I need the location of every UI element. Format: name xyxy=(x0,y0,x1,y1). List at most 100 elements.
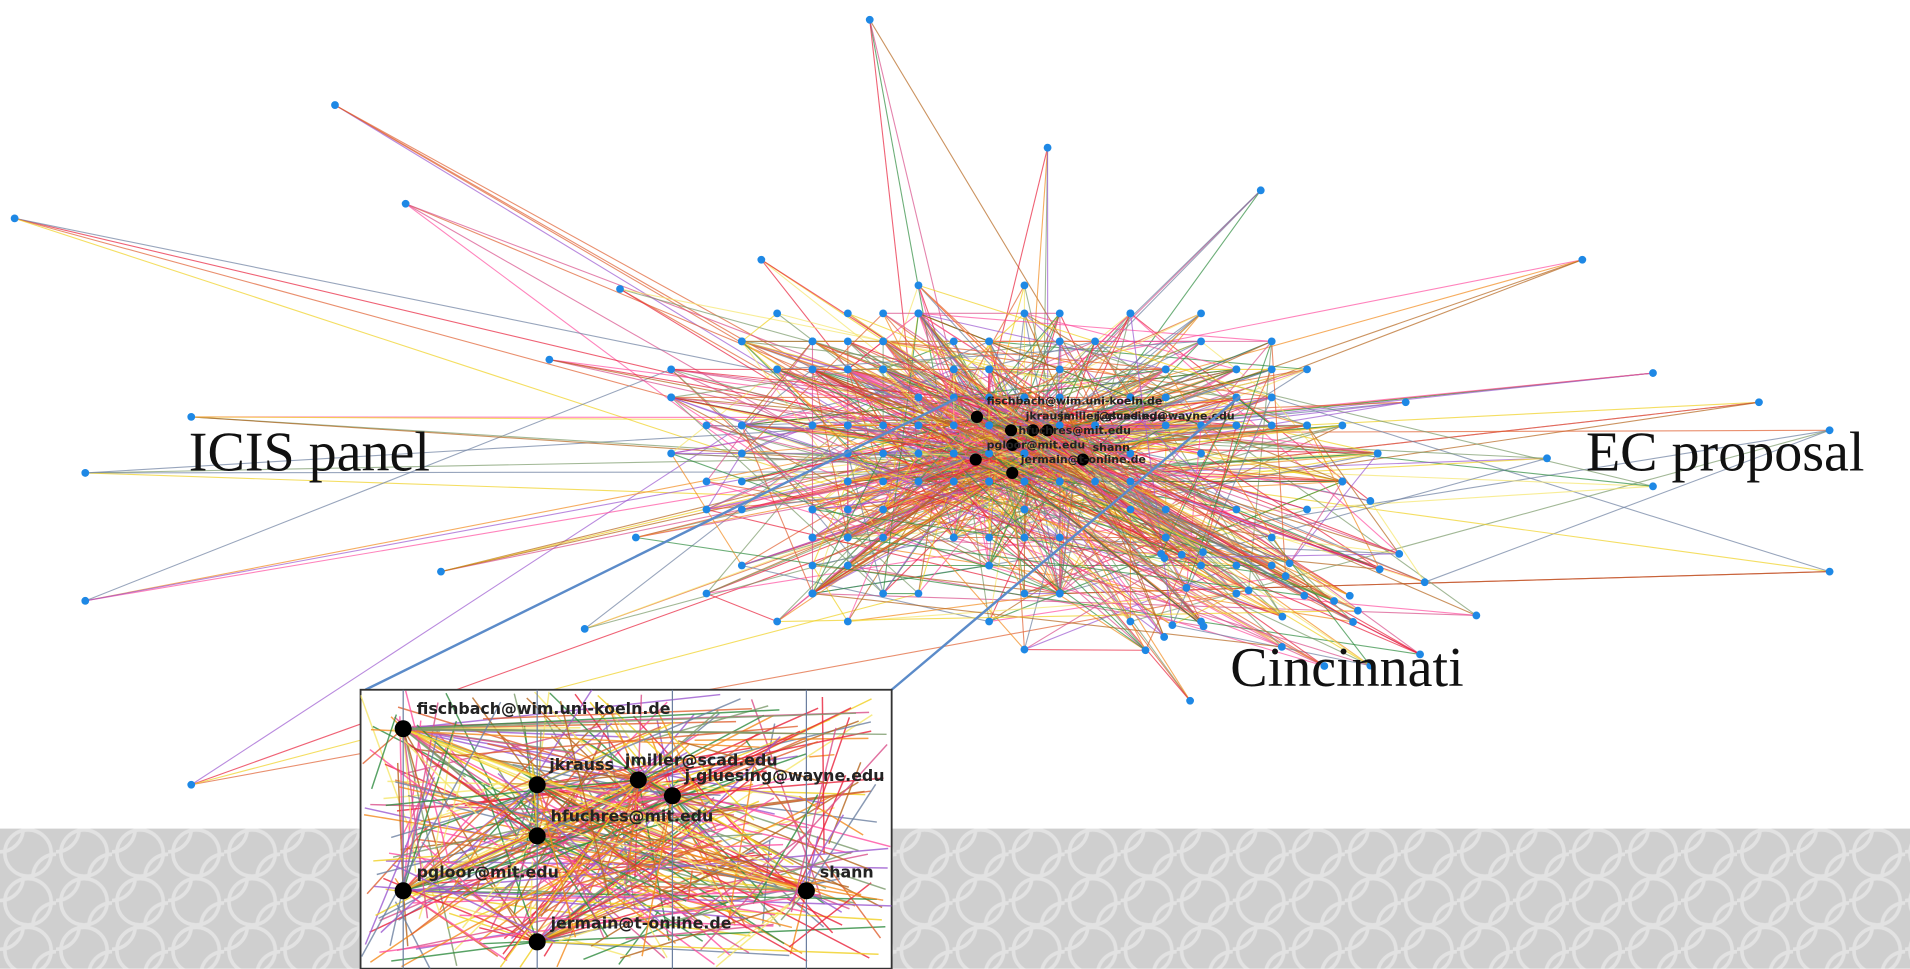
node xyxy=(1126,393,1135,402)
edge xyxy=(1030,340,1202,472)
inset-edge xyxy=(534,691,742,916)
inset-edge xyxy=(362,728,404,765)
inset-edge xyxy=(745,740,753,750)
inset-edge xyxy=(672,740,819,797)
node xyxy=(808,421,817,430)
zoom-connector xyxy=(890,395,1241,691)
edge xyxy=(847,312,990,370)
edge xyxy=(953,368,1166,398)
edge xyxy=(812,457,1000,594)
node xyxy=(985,561,994,570)
node xyxy=(1267,365,1276,374)
node xyxy=(1020,281,1029,290)
edge xyxy=(1065,428,1183,556)
edge xyxy=(1009,415,1400,555)
node xyxy=(914,449,923,458)
node xyxy=(1168,621,1177,630)
edge xyxy=(882,368,964,450)
node-label: jmiller@scad.edu xyxy=(1059,409,1166,422)
node xyxy=(1197,309,1205,318)
inset-edge xyxy=(497,772,661,923)
node xyxy=(1020,477,1029,486)
node xyxy=(843,477,852,486)
inset-edge xyxy=(778,823,809,829)
edge xyxy=(741,424,1025,454)
node xyxy=(985,533,994,542)
inset-edge xyxy=(641,795,674,957)
inset-edge xyxy=(388,852,776,916)
edge xyxy=(1236,396,1273,426)
inset-edge xyxy=(745,755,882,939)
edge xyxy=(812,452,1025,566)
inset-edge xyxy=(637,714,695,781)
node xyxy=(1303,365,1311,374)
node xyxy=(667,365,676,374)
edge xyxy=(812,565,849,622)
edge xyxy=(334,104,884,426)
inset-edge xyxy=(540,851,588,918)
edge xyxy=(1042,147,1049,426)
inset-edge xyxy=(631,843,784,851)
edge xyxy=(869,19,1131,454)
node xyxy=(1126,309,1135,318)
inset-edge xyxy=(403,728,824,804)
node xyxy=(1543,454,1551,463)
edge xyxy=(190,424,743,786)
edge xyxy=(405,203,743,454)
inset-edge xyxy=(536,784,605,939)
node xyxy=(843,421,852,430)
inset-edge xyxy=(376,848,476,876)
edge xyxy=(882,368,976,439)
node xyxy=(808,337,817,346)
node xyxy=(1055,421,1064,430)
edge xyxy=(965,474,1371,667)
edge xyxy=(917,285,968,460)
edge xyxy=(1185,341,1273,588)
edge xyxy=(918,340,1202,482)
edge xyxy=(1369,500,1426,583)
cluster-label: ICIS panel xyxy=(189,421,430,483)
node xyxy=(843,337,852,346)
node xyxy=(1256,186,1265,195)
inset-edge xyxy=(482,784,538,943)
node xyxy=(616,285,624,293)
edge xyxy=(1059,457,1548,595)
edge xyxy=(741,312,778,342)
edge xyxy=(990,469,1283,648)
inset-edge xyxy=(536,835,676,944)
node xyxy=(879,449,888,458)
node xyxy=(773,365,782,374)
inset-edge xyxy=(672,777,884,797)
edge xyxy=(1271,396,1830,573)
edge xyxy=(1172,593,1237,626)
inset-edge xyxy=(677,740,828,785)
node xyxy=(1267,421,1276,430)
inset-edge xyxy=(471,697,538,786)
node xyxy=(81,596,90,605)
inset-edge xyxy=(370,728,760,748)
inset-edge xyxy=(402,800,592,892)
node xyxy=(702,477,711,486)
inset-edge xyxy=(610,850,808,962)
inset-edge xyxy=(389,735,438,946)
inset-edge xyxy=(592,833,763,844)
node xyxy=(1277,642,1286,651)
node xyxy=(773,309,782,318)
node xyxy=(949,449,958,458)
node xyxy=(985,393,994,402)
inset-edge xyxy=(373,855,437,862)
node xyxy=(187,412,196,421)
inset-edge xyxy=(407,742,538,837)
edge xyxy=(706,453,743,510)
node-label: j.gluesing@wayne.edu xyxy=(1095,409,1234,422)
inset-edge xyxy=(567,748,639,781)
edge xyxy=(812,592,1477,616)
inset-edge xyxy=(462,835,538,929)
edge xyxy=(918,284,1078,435)
inset-edge xyxy=(486,726,662,800)
node xyxy=(985,337,994,346)
edge xyxy=(85,368,672,602)
core-node xyxy=(969,453,982,466)
edge xyxy=(953,536,1371,667)
edge xyxy=(1052,456,1183,556)
